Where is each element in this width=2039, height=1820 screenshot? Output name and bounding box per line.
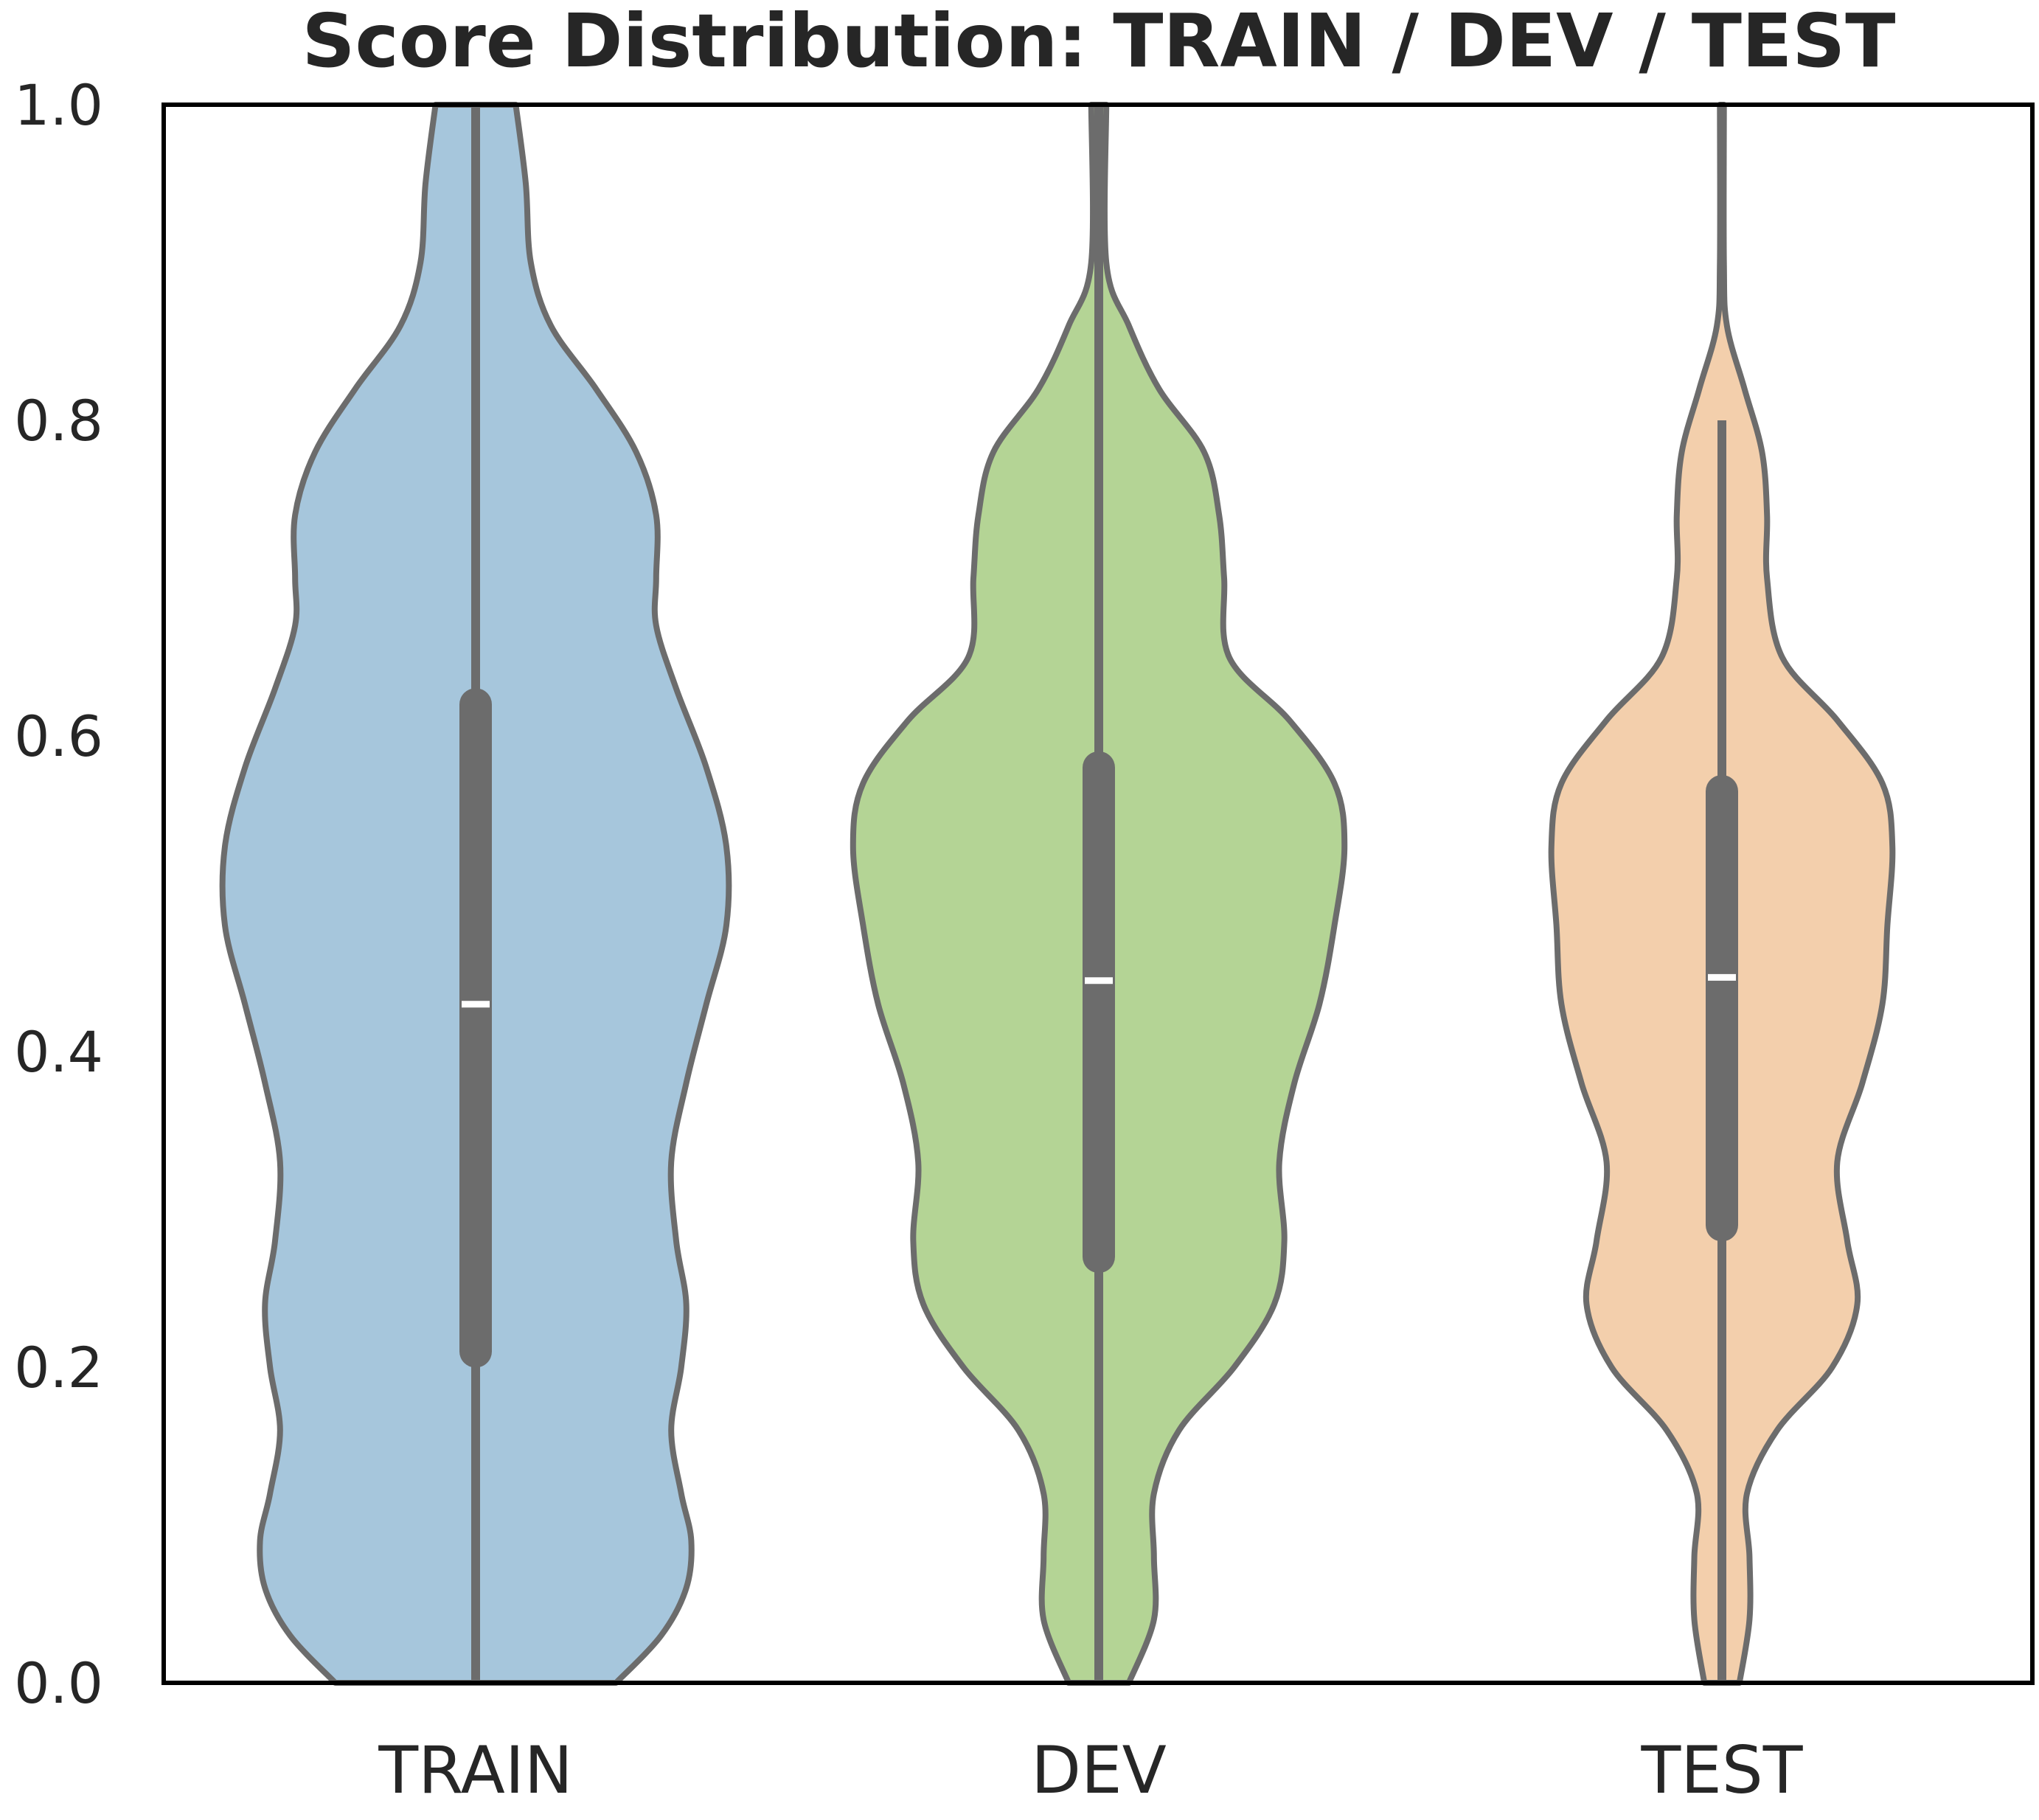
x-tick-label-train: TRAIN xyxy=(378,1732,572,1808)
chart-title: Score Distribution: TRAIN / DEV / TEST xyxy=(302,0,1896,84)
y-tick-label: 0.8 xyxy=(14,388,103,454)
x-tick-label-test: TEST xyxy=(1641,1732,1804,1808)
y-tick-label: 0.6 xyxy=(14,704,103,769)
plot-frame xyxy=(161,103,2035,1685)
y-tick-label: 0.0 xyxy=(14,1650,103,1716)
y-tick-label: 1.0 xyxy=(14,72,103,138)
x-axis-ticks: TRAIN DEV TEST xyxy=(378,1732,1803,1808)
x-tick-label-dev: DEV xyxy=(1031,1732,1167,1808)
violins-group xyxy=(219,102,1896,1686)
y-tick-label: 0.2 xyxy=(14,1335,103,1400)
y-axis-ticks: 0.0 0.2 0.4 0.6 0.8 1.0 xyxy=(14,72,103,1716)
y-tick-label: 0.4 xyxy=(14,1019,103,1085)
